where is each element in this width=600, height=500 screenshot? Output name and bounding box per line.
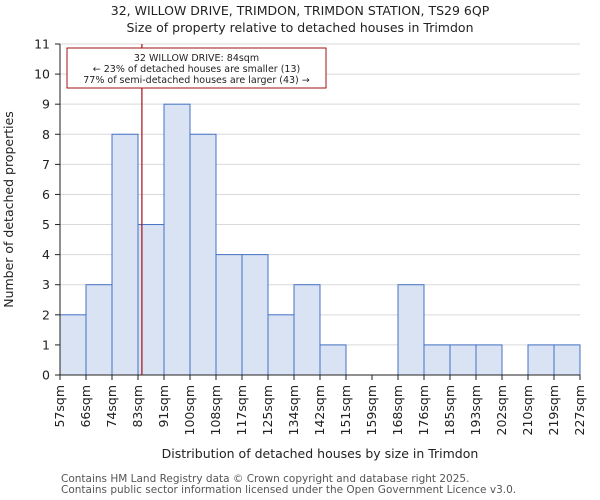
y-tick-label: 10 [34,67,50,82]
x-tick-label: 108sqm [208,385,223,435]
bar [397,284,425,376]
x-tick-label: 210sqm [520,385,535,435]
x-tick-label: 227sqm [572,385,587,435]
x-tick-label: 74sqm [104,385,119,428]
bar [85,284,113,376]
y-tick-label: 4 [42,247,50,262]
x-tick-label: 168sqm [390,385,405,435]
y-tick-label: 3 [42,277,50,292]
annotation-line1: 32 WILLOW DRIVE: 84sqm [134,53,259,64]
x-tick-label: 66sqm [78,385,93,428]
bar [475,344,503,376]
bar [111,133,139,376]
x-tick-label: 125sqm [260,385,275,435]
bar [59,314,87,376]
bar [163,103,191,376]
y-tick-label: 2 [42,307,50,322]
x-tick-label: 151sqm [338,385,353,435]
y-ticks: 0 1 2 3 4 5 6 7 8 9 10 11 [34,37,60,383]
x-tick-label: 176sqm [416,385,431,435]
x-tick-label: 202sqm [494,385,509,435]
x-tick-label: 91sqm [156,385,171,428]
bar [423,344,451,376]
y-tick-label: 5 [42,217,50,232]
x-tick-label: 134sqm [286,385,301,435]
x-tick-label: 193sqm [468,385,483,435]
y-axis-label: Number of detached properties [1,111,16,308]
x-tick-label: 219sqm [546,385,561,435]
x-ticks: 57sqm 66sqm 74sqm 83sqm 91sqm 100sqm 108sqm 117… [52,375,587,435]
annotation-line3: 77% of semi-detached houses are larger (… [83,75,310,86]
bar [215,254,243,376]
chart-title: 32, WILLOW DRIVE, TRIMDON, TRIMDON STATI… [0,2,600,36]
annotation-box: 32 WILLOW DRIVE: 84sqm ← 23% of detached… [66,47,327,89]
footer-line1: Contains HM Land Registry data © Crown c… [61,473,470,485]
x-tick-label: 100sqm [182,385,197,435]
y-tick-label: 8 [42,127,50,142]
y-tick-label: 0 [42,368,50,383]
annotation-frame [66,47,327,89]
x-axis-label: Distribution of detached houses by size … [162,446,479,461]
x-tick-label: 159sqm [364,385,379,435]
bars [59,103,581,376]
footer: Contains HM Land Registry data © Crown c… [61,474,516,496]
bar [449,344,477,376]
chart-title-line2: Size of property relative to detached ho… [126,20,474,35]
x-tick-label: 185sqm [442,385,457,435]
bar [241,254,269,376]
footer-line2: Contains public sector information licen… [61,484,517,496]
chart-title-line1: 32, WILLOW DRIVE, TRIMDON, TRIMDON STATI… [110,3,490,18]
y-tick-label: 9 [42,97,50,112]
annotation-line2: ← 23% of detached houses are smaller (13… [93,64,300,75]
y-tick-label: 7 [42,157,50,172]
x-tick-label: 117sqm [234,385,249,435]
y-tick-label: 6 [42,187,50,202]
x-tick-label: 142sqm [312,385,327,435]
bar [293,284,321,376]
y-tick-label: 11 [34,37,50,52]
x-tick-label: 83sqm [130,385,145,428]
y-tick-label: 1 [42,337,50,352]
bar [553,344,581,376]
bar [189,133,217,376]
x-tick-label: 57sqm [52,385,67,428]
bar [319,344,347,376]
bar [267,314,295,376]
bar [527,344,555,376]
